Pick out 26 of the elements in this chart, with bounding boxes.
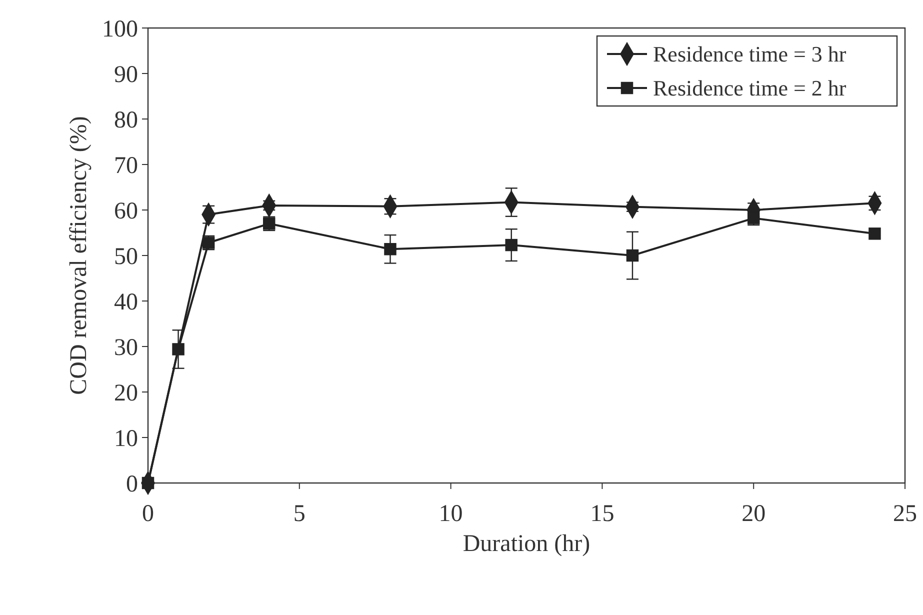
y-tick-label: 10: [114, 426, 138, 452]
x-tick-label: 15: [590, 501, 614, 527]
y-tick-label: 0: [126, 471, 138, 498]
y-tick-label: 100: [102, 16, 138, 42]
y-tick-label: 20: [114, 380, 138, 406]
x-tick-label: 10: [438, 501, 463, 527]
y-axis-title: COD removal efficiency (%): [66, 116, 92, 395]
x-tick-label: 20: [742, 501, 766, 527]
point: [868, 228, 881, 240]
point: [384, 243, 396, 256]
legend-label: Residence time = 2 hr: [653, 76, 847, 101]
y-tick-label: 50: [114, 244, 138, 270]
y-tick-label: 70: [114, 152, 138, 179]
y-tick-label: 60: [114, 198, 138, 224]
y-tick-label: 80: [114, 107, 138, 134]
y-tick-label: 90: [114, 62, 138, 88]
x-tick-label: 5: [293, 501, 306, 527]
y-tick-label: 40: [114, 289, 138, 316]
x-tick-label: 0: [142, 501, 154, 527]
y-tick-label: 30: [114, 334, 138, 361]
x-tick-label: 25: [893, 501, 917, 527]
point: [172, 343, 184, 356]
point: [626, 249, 639, 262]
point: [505, 238, 518, 252]
legend-label: Residence time = 3 hr: [653, 42, 847, 67]
x-axis-title: Duration (hr): [462, 531, 590, 557]
